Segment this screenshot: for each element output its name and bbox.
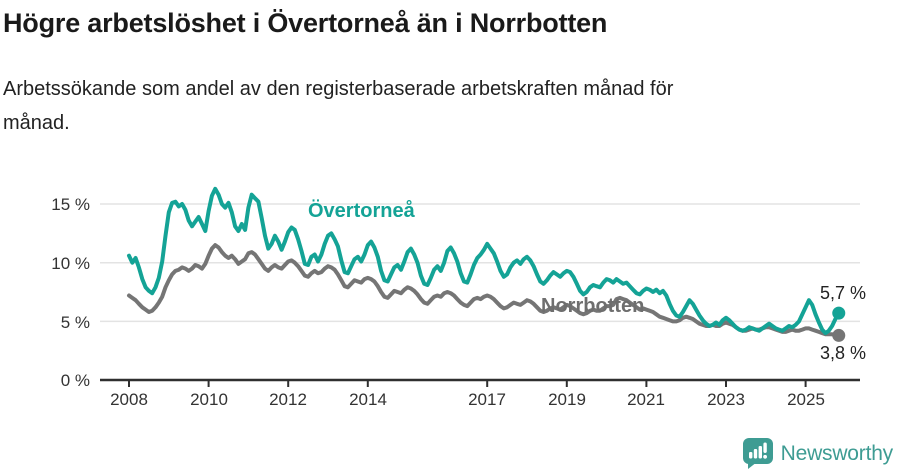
end-value-label-norrbotten: 3,8 % bbox=[819, 343, 866, 363]
y-tick-label-10: 10 % bbox=[51, 254, 90, 273]
chart-bubble-icon bbox=[742, 438, 773, 469]
x-tick-label-2010: 2010 bbox=[190, 390, 228, 409]
y-tick-label-0: 0 % bbox=[60, 371, 90, 390]
x-tick-label-2014: 2014 bbox=[349, 390, 387, 409]
y-tick-label-5: 5 % bbox=[60, 313, 90, 332]
x-tick-label-2025: 2025 bbox=[787, 390, 825, 409]
newsworthy-wordmark: Newsworthy bbox=[780, 441, 894, 465]
page-subtitle: Arbetssökande som andel av den registerb… bbox=[3, 72, 863, 140]
page-title: Högre arbetslöshet i Övertorneå än i Nor… bbox=[3, 8, 608, 38]
end-value-label-overtornea: 5,7 % bbox=[819, 283, 866, 303]
series-label-norrbotten: Norrbotten bbox=[541, 295, 645, 317]
x-tick-label-2023: 2023 bbox=[707, 390, 745, 409]
x-tick-label-2017: 2017 bbox=[468, 390, 506, 409]
subtitle-line-2: månad. bbox=[3, 112, 70, 134]
x-tick-label-2019: 2019 bbox=[548, 390, 586, 409]
x-tick-label-2021: 2021 bbox=[627, 390, 665, 409]
y-tick-label-15: 15 % bbox=[51, 195, 90, 214]
subtitle-line-1: Arbetssökande som andel av den registerb… bbox=[3, 78, 674, 100]
newsworthy-logo[interactable]: Newsworthy bbox=[742, 437, 893, 470]
x-tick-label-2012: 2012 bbox=[269, 390, 307, 409]
series-label-overtornea: Övertorneå bbox=[308, 200, 415, 222]
x-tick-label-2008: 2008 bbox=[110, 390, 148, 409]
